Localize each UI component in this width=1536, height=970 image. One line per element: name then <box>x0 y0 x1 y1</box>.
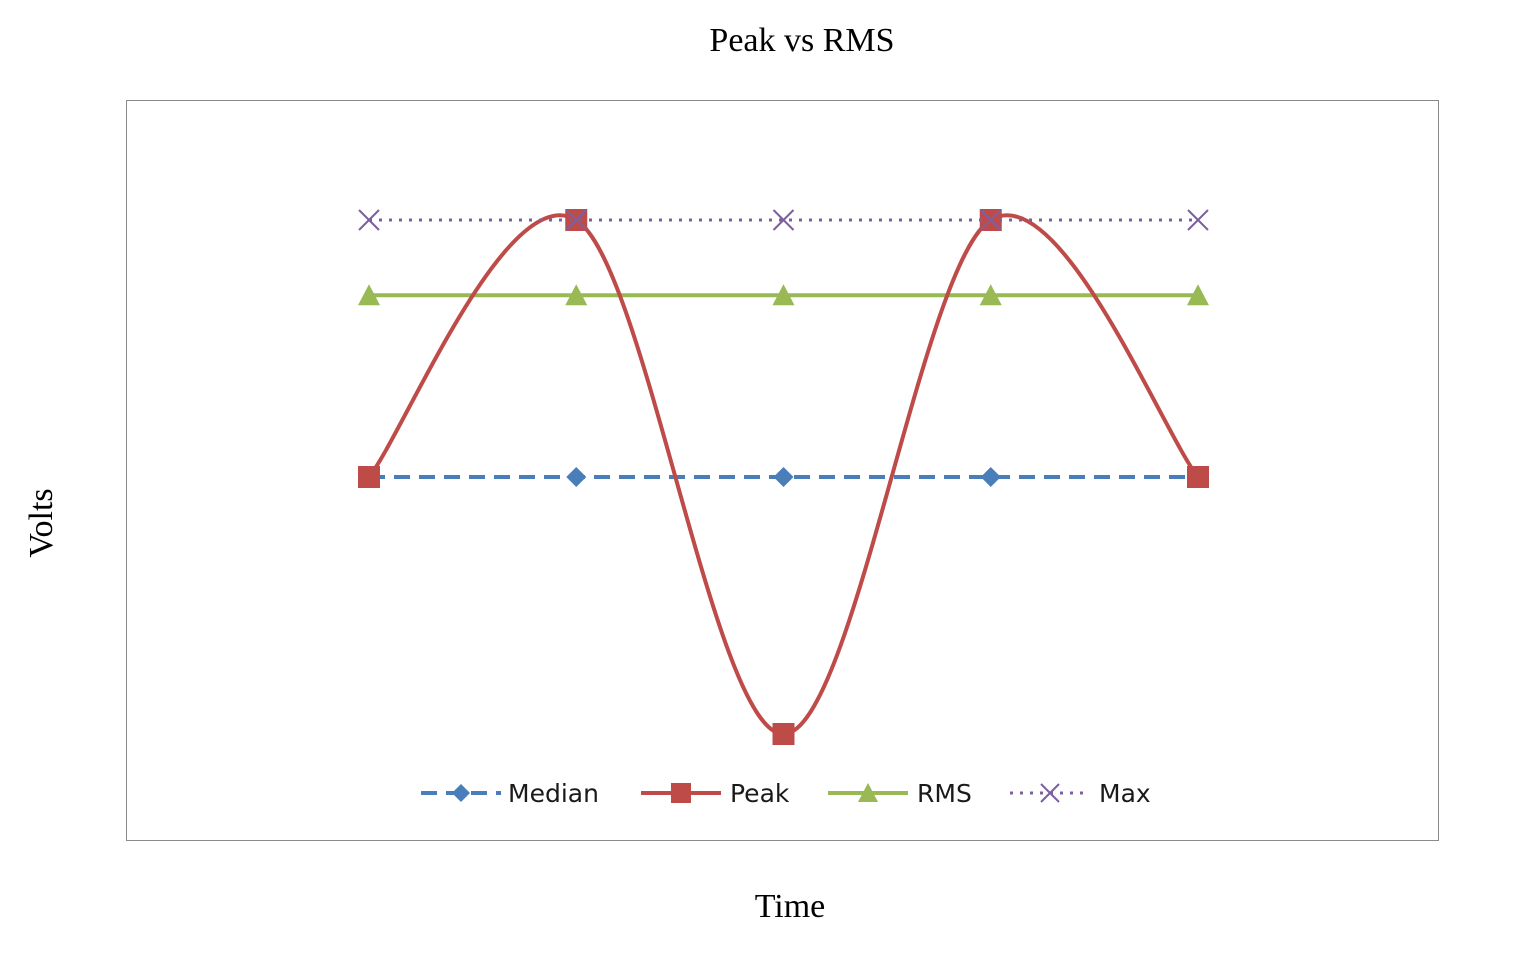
chart-title: Peak vs RMS <box>709 22 895 59</box>
series-rms-point-3 <box>979 284 1002 306</box>
series-max-point-2 <box>772 209 795 231</box>
legend-label-max: Max <box>1099 779 1151 808</box>
series-max-point-0 <box>358 209 380 231</box>
series-median-point-1 <box>566 467 587 487</box>
series-rms-point-0 <box>358 284 380 306</box>
legend-item-peak: Peak <box>641 779 790 808</box>
series-median <box>359 467 1208 487</box>
legend-label-median: Median <box>508 779 599 808</box>
legend-item-max: Max <box>1010 779 1151 808</box>
legend-label-rms: RMS <box>917 779 972 808</box>
series-max-point-1 <box>565 209 587 231</box>
series-max-point-4 <box>1187 209 1209 231</box>
legend-marker-peak <box>671 783 691 803</box>
series-rms <box>358 284 1209 306</box>
series-max <box>358 209 1209 231</box>
series-peak-point-4 <box>1187 466 1209 488</box>
plot-area <box>126 100 1439 841</box>
legend-marker-rms <box>858 783 878 802</box>
series-max-point-3 <box>980 209 1002 231</box>
series-rms-point-1 <box>565 284 588 306</box>
series-median-point-2 <box>773 467 794 487</box>
series-peak-point-0 <box>358 466 380 488</box>
legend-item-rms: RMS <box>828 779 972 808</box>
series-layer <box>358 209 1209 745</box>
series-rms-point-2 <box>772 284 795 306</box>
legend-label-peak: Peak <box>730 779 790 808</box>
legend: Median Peak RMS Max <box>421 779 1151 808</box>
legend-marker-max <box>1040 783 1060 803</box>
legend-marker-median <box>452 784 470 802</box>
x-axis-label: Time <box>754 888 826 925</box>
series-rms-point-4 <box>1187 284 1209 306</box>
series-peak-point-2 <box>772 723 795 745</box>
legend-item-median: Median <box>421 779 599 808</box>
series-median-point-3 <box>980 467 1001 487</box>
